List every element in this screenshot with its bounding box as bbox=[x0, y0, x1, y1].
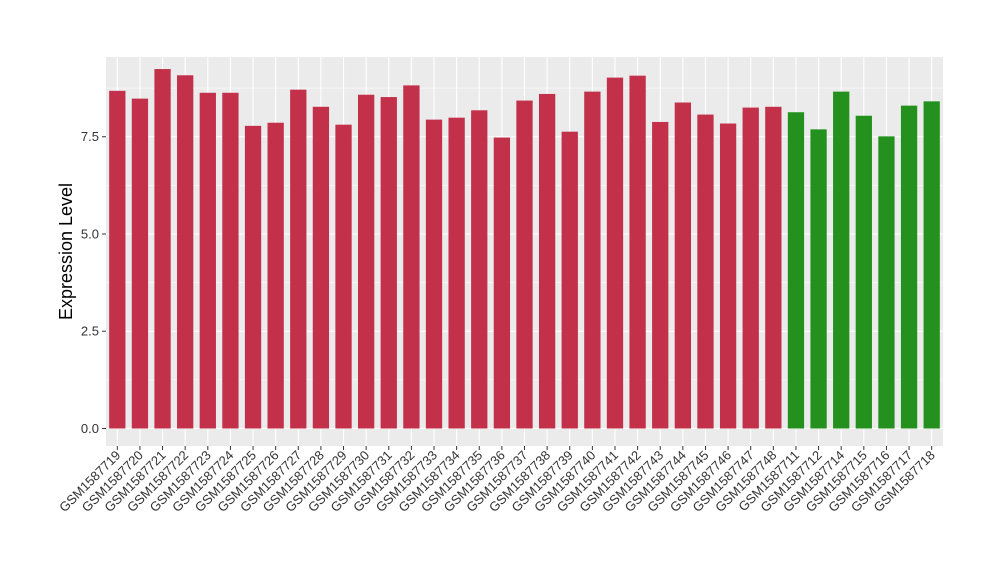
bar-GSM1587717 bbox=[900, 105, 918, 429]
y-tick-label: 0.0 bbox=[81, 421, 99, 436]
bar-GSM1587712 bbox=[810, 129, 827, 429]
y-tick-label: 2.5 bbox=[81, 324, 99, 339]
x-axis: GSM1587719GSM1587720GSM1587721GSM1587722… bbox=[56, 446, 938, 515]
bar-GSM1587721 bbox=[154, 69, 171, 429]
bar-GSM1587728 bbox=[312, 106, 330, 429]
bar-GSM1587742 bbox=[629, 75, 646, 429]
bar-GSM1587730 bbox=[358, 94, 375, 429]
bar-GSM1587714 bbox=[833, 91, 850, 429]
bar-GSM1587736 bbox=[493, 137, 511, 429]
bar-GSM1587739 bbox=[561, 131, 578, 429]
y-axis: 0.0 2.5 5.0 7.5 bbox=[81, 129, 106, 436]
bar-GSM1587746 bbox=[719, 123, 737, 429]
bar-GSM1587732 bbox=[403, 85, 420, 429]
bar-GSM1587716 bbox=[878, 136, 895, 429]
bar-GSM1587745 bbox=[697, 114, 714, 429]
y-axis-label: Expression Level bbox=[56, 183, 76, 320]
bar-GSM1587723 bbox=[199, 92, 216, 429]
bar-GSM1587718 bbox=[923, 101, 940, 429]
bar-GSM1587729 bbox=[335, 124, 352, 429]
bar-GSM1587744 bbox=[674, 102, 691, 429]
bar-GSM1587726 bbox=[267, 122, 284, 429]
bar-GSM1587734 bbox=[448, 117, 465, 429]
bar-GSM1587719 bbox=[109, 90, 126, 429]
bar-GSM1587727 bbox=[290, 89, 307, 429]
bars bbox=[109, 69, 940, 429]
y-tick-label: 7.5 bbox=[81, 129, 99, 144]
bar-GSM1587731 bbox=[380, 97, 397, 429]
bar-GSM1587735 bbox=[471, 110, 488, 429]
bar-GSM1587733 bbox=[425, 119, 443, 429]
bar-GSM1587725 bbox=[244, 125, 262, 429]
bar-GSM1587741 bbox=[606, 77, 624, 429]
bar-GSM1587747 bbox=[742, 107, 759, 429]
bar-GSM1587743 bbox=[652, 121, 669, 429]
bar-GSM1587722 bbox=[177, 75, 194, 429]
y-tick-label: 5.0 bbox=[81, 226, 99, 241]
bar-GSM1587715 bbox=[855, 115, 872, 429]
bar-GSM1587711 bbox=[787, 112, 805, 429]
bar-GSM1587724 bbox=[222, 92, 239, 429]
bar-GSM1587738 bbox=[538, 93, 556, 429]
bar-GSM1587720 bbox=[131, 98, 149, 429]
bar-GSM1587737 bbox=[516, 100, 533, 429]
bar-GSM1587740 bbox=[584, 91, 601, 429]
bar-GSM1587748 bbox=[765, 106, 782, 429]
